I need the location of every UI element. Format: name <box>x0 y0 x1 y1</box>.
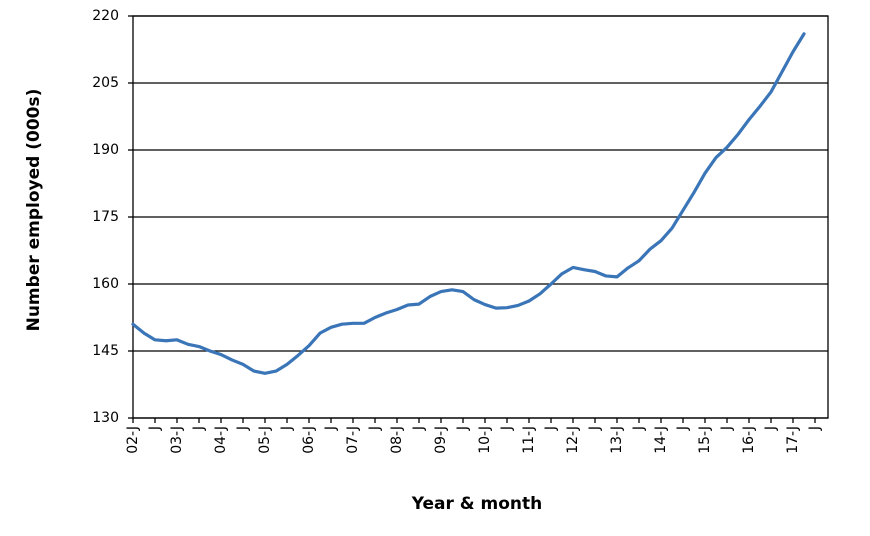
y-tick-label: 220 <box>92 8 119 24</box>
x-tick-label: 09-J <box>433 426 449 454</box>
plot-border <box>132 15 829 419</box>
x-tick-label: 16-J <box>741 426 757 454</box>
x-tick-label: J <box>807 426 823 431</box>
x-tick-label: J <box>411 426 427 431</box>
x-tick-label: J <box>367 426 383 431</box>
x-tick-label: 11-J <box>521 426 537 454</box>
x-tick-label: 07-J <box>345 426 361 454</box>
y-tick-label: 175 <box>92 209 119 225</box>
x-tick-label: 10-J <box>477 426 493 454</box>
x-tick-label: J <box>191 426 207 431</box>
x-tick-label: J <box>279 426 295 431</box>
y-tick-label: 145 <box>92 343 119 359</box>
x-tick-label: 04-J <box>213 426 229 454</box>
x-tick-label: 17-J <box>785 426 801 454</box>
x-tick-label: J <box>719 426 735 431</box>
x-tick-label: J <box>147 426 163 431</box>
x-tick-label: J <box>631 426 647 431</box>
x-tick-label: 03-J <box>169 426 185 454</box>
x-tick-label: J <box>543 426 559 431</box>
x-tick-label: J <box>675 426 691 431</box>
x-tick-label: 13-J <box>609 426 625 454</box>
x-tick-label: 02-J <box>125 426 141 454</box>
x-tick-label: J <box>235 426 251 431</box>
data-line <box>131 32 806 375</box>
x-tick-label: 12-J <box>565 426 581 454</box>
y-tick-label: 160 <box>92 276 119 292</box>
x-tick-label: J <box>499 426 515 431</box>
y-tick-label: 205 <box>92 75 119 91</box>
x-tick-label: 15-J <box>697 426 713 454</box>
x-tick-label: 05-J <box>257 426 273 454</box>
y-tick-label: 130 <box>92 410 119 426</box>
x-tick-label: 14-J <box>653 426 669 454</box>
y-axis-title: Number employed (000s) <box>24 89 44 332</box>
x-tick-label: 06-J <box>301 426 317 454</box>
x-axis-title: Year & month <box>411 494 543 514</box>
x-tick-label: J <box>587 426 603 431</box>
x-tick-label: J <box>323 426 339 431</box>
x-tick-label: J <box>455 426 471 431</box>
x-tick-label: J <box>763 426 779 431</box>
x-tick-label: 08-J <box>389 426 405 454</box>
y-tick-label: 190 <box>92 142 119 158</box>
